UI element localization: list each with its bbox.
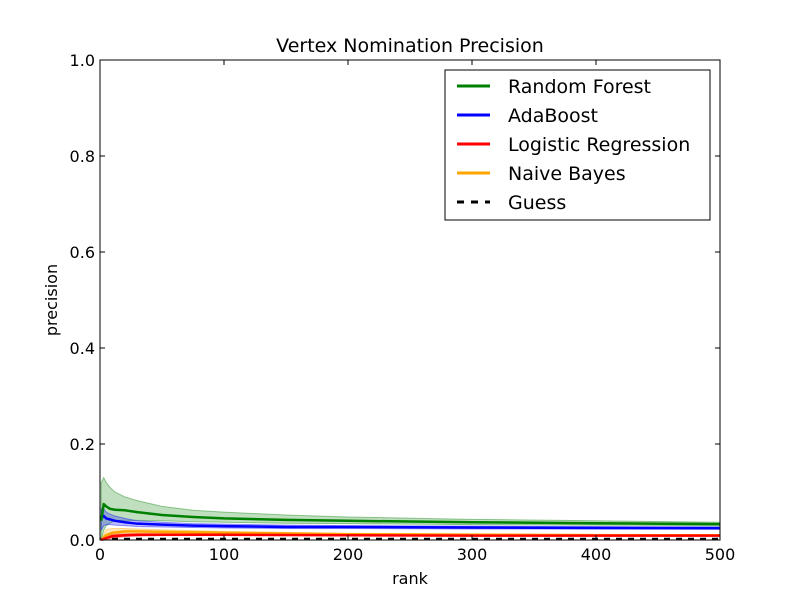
legend-label: AdaBoost <box>508 105 598 127</box>
x-tick-label: 0 <box>95 545 105 564</box>
x-tick-label: 100 <box>209 545 240 564</box>
legend-label: Random Forest <box>508 76 651 98</box>
y-tick-label: 0.6 <box>70 243 95 262</box>
logistic-regression-line <box>100 533 720 542</box>
legend-label: Guess <box>508 192 566 214</box>
legend-item-naive-bayes: Naive Bayes <box>457 163 626 185</box>
legend-item-logistic-regression: Logistic Regression <box>457 134 690 156</box>
legend: Random Forest AdaBoost Logistic Regression… <box>444 69 711 221</box>
legend-item-adaboost: AdaBoost <box>457 105 598 127</box>
y-tick-label: 0.2 <box>70 435 95 454</box>
x-tick-label: 400 <box>581 545 612 564</box>
random-forest-line <box>100 502 721 526</box>
x-tick-label: 200 <box>333 545 364 564</box>
chart-title: Vertex Nomination Precision <box>276 35 544 57</box>
plot-area-frame <box>99 59 721 541</box>
legend-label: Naive Bayes <box>508 163 626 185</box>
axis-ticks: 0 100 200 300 400 500 0.0 0.2 0.4 0.6 0.8 1.0 <box>70 51 736 564</box>
y-tick-label: 0.8 <box>70 147 95 166</box>
y-axis-label: precision <box>42 264 61 336</box>
x-tick-label: 300 <box>457 545 488 564</box>
adaboost-line <box>100 514 720 530</box>
legend-item-guess: Guess <box>457 192 566 214</box>
y-tick-label: 0.0 <box>70 531 95 550</box>
y-tick-label: 1.0 <box>70 51 95 70</box>
legend-item-random-forest: Random Forest <box>457 76 651 98</box>
x-tick-label: 500 <box>705 545 736 564</box>
y-tick-label: 0.4 <box>70 339 95 358</box>
legend-label: Logistic Regression <box>508 134 690 156</box>
x-axis-label: rank <box>392 569 429 588</box>
series-lines <box>100 502 721 542</box>
